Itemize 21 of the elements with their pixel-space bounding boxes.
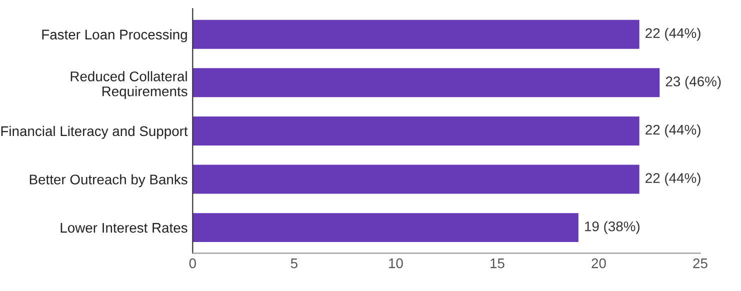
y-tick-label: Reduced Collateral Requirements [70, 71, 188, 100]
bar [192, 20, 640, 49]
x-tick-label: 5 [290, 258, 298, 268]
data-label: 22 (44%) [646, 172, 700, 186]
y-tick-label: Better Outreach by Banks [30, 174, 188, 188]
x-tick-label: 25 [693, 258, 708, 268]
bar [192, 164, 640, 194]
data-label: 23 (46%) [666, 76, 721, 90]
x-tick-label: 20 [592, 258, 606, 268]
data-label: 19 (38%) [585, 221, 640, 234]
y-tick-label: Lower Interest Rates [60, 223, 188, 233]
data-label: 22 (44%) [646, 28, 700, 41]
bar [192, 68, 660, 98]
bar [192, 213, 578, 242]
x-tick-label: 10 [389, 258, 403, 268]
y-tick-label: Financial Literacy and Support [1, 126, 188, 139]
x-tick-label: 15 [490, 258, 504, 268]
x-tick-label: 0 [189, 258, 196, 268]
bar [192, 116, 640, 146]
y-tick-label: Faster Loan Processing [42, 29, 187, 42]
data-label: 22 (44%) [646, 124, 700, 138]
